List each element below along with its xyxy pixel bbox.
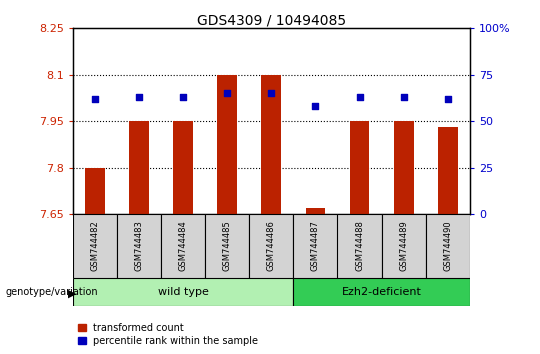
Bar xyxy=(261,75,281,214)
Point xyxy=(355,94,364,100)
Bar xyxy=(85,168,105,214)
Point xyxy=(91,96,99,102)
Text: GSM744487: GSM744487 xyxy=(311,221,320,272)
Text: GSM744489: GSM744489 xyxy=(399,221,408,272)
Bar xyxy=(338,214,382,278)
Bar xyxy=(293,214,338,278)
Text: GSM744484: GSM744484 xyxy=(179,221,188,272)
Bar xyxy=(217,75,237,214)
Point xyxy=(311,103,320,109)
Text: wild type: wild type xyxy=(158,287,208,297)
Bar xyxy=(438,127,458,214)
Bar xyxy=(129,121,149,214)
Bar xyxy=(117,214,161,278)
Bar xyxy=(73,278,293,306)
Bar xyxy=(349,121,369,214)
Title: GDS4309 / 10494085: GDS4309 / 10494085 xyxy=(197,13,346,27)
Point xyxy=(223,91,232,96)
Bar xyxy=(205,214,249,278)
Text: GSM744485: GSM744485 xyxy=(223,221,232,272)
Bar xyxy=(394,121,414,214)
Point xyxy=(135,94,144,100)
Bar xyxy=(426,214,470,278)
Text: Ezh2-deficient: Ezh2-deficient xyxy=(342,287,422,297)
Bar xyxy=(306,208,326,214)
Bar xyxy=(73,214,117,278)
Legend: transformed count, percentile rank within the sample: transformed count, percentile rank withi… xyxy=(78,323,258,346)
Text: GSM744483: GSM744483 xyxy=(134,221,144,272)
Bar xyxy=(173,121,193,214)
Point xyxy=(443,96,452,102)
Point xyxy=(399,94,408,100)
Text: ▶: ▶ xyxy=(68,289,76,299)
Text: genotype/variation: genotype/variation xyxy=(5,287,98,297)
Text: GSM744486: GSM744486 xyxy=(267,221,276,272)
Point xyxy=(179,94,187,100)
Bar xyxy=(161,214,205,278)
Text: GSM744490: GSM744490 xyxy=(443,221,452,272)
Point xyxy=(267,91,275,96)
Bar xyxy=(249,214,293,278)
Text: GSM744488: GSM744488 xyxy=(355,221,364,272)
Bar xyxy=(293,278,470,306)
Bar xyxy=(382,214,426,278)
Text: GSM744482: GSM744482 xyxy=(91,221,99,272)
